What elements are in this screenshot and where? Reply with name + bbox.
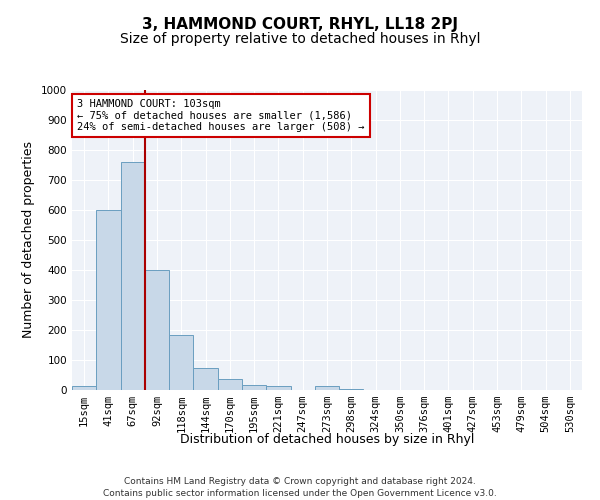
Bar bbox=[72, 386, 96, 390]
Bar bbox=[193, 368, 218, 390]
Text: Contains HM Land Registry data © Crown copyright and database right 2024.: Contains HM Land Registry data © Crown c… bbox=[124, 478, 476, 486]
Bar bbox=[169, 334, 193, 390]
Text: 3 HAMMOND COURT: 103sqm
← 75% of detached houses are smaller (1,586)
24% of semi: 3 HAMMOND COURT: 103sqm ← 75% of detache… bbox=[77, 99, 365, 132]
Bar bbox=[145, 270, 169, 390]
Y-axis label: Number of detached properties: Number of detached properties bbox=[22, 142, 35, 338]
Text: Size of property relative to detached houses in Rhyl: Size of property relative to detached ho… bbox=[120, 32, 480, 46]
Bar bbox=[339, 388, 364, 390]
Text: 3, HAMMOND COURT, RHYL, LL18 2PJ: 3, HAMMOND COURT, RHYL, LL18 2PJ bbox=[142, 18, 458, 32]
Bar bbox=[315, 386, 339, 390]
Bar bbox=[266, 386, 290, 390]
Bar bbox=[96, 210, 121, 390]
Bar bbox=[218, 378, 242, 390]
Bar bbox=[242, 384, 266, 390]
Text: Contains public sector information licensed under the Open Government Licence v3: Contains public sector information licen… bbox=[103, 489, 497, 498]
Text: Distribution of detached houses by size in Rhyl: Distribution of detached houses by size … bbox=[180, 432, 474, 446]
Bar bbox=[121, 162, 145, 390]
